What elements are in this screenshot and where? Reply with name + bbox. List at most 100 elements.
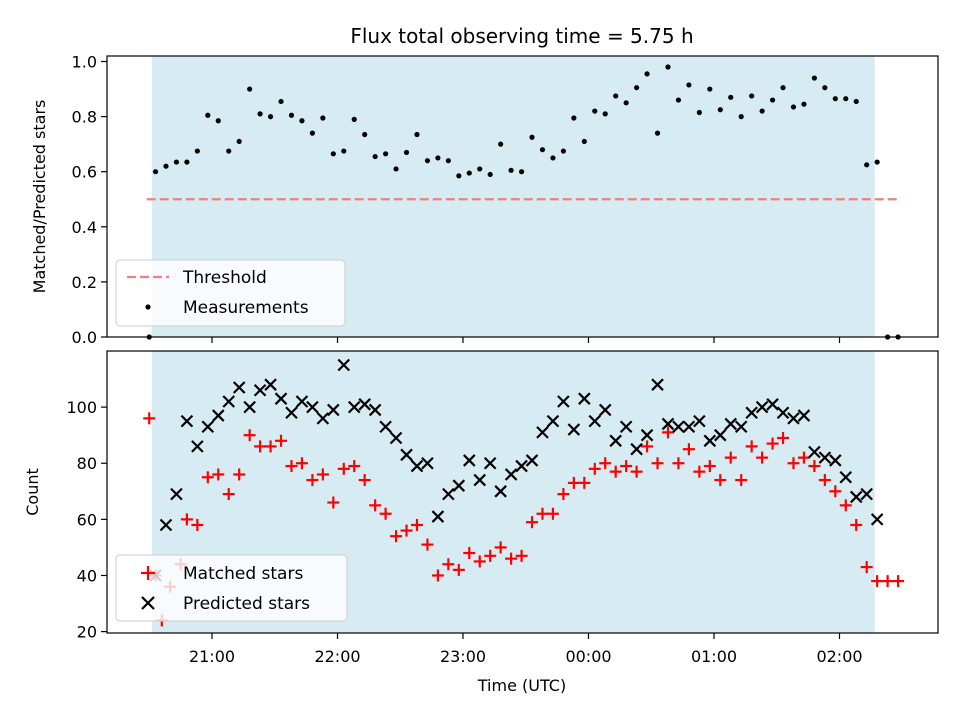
- measurement-point: [759, 108, 765, 114]
- measurement-point: [728, 94, 734, 100]
- predicted-star-point: [431, 510, 445, 523]
- measurement-point: [226, 148, 232, 154]
- predicted-star-point: [734, 420, 748, 434]
- matched-star-point: [452, 563, 465, 576]
- predicted-star-point: [253, 384, 267, 397]
- legend-predicted-label: Predicted stars: [183, 594, 310, 614]
- matched-star-point: [306, 474, 319, 487]
- bottom-y-tick-label: 100: [66, 398, 97, 417]
- predicted-star-point: [452, 479, 466, 492]
- measurement-point: [393, 166, 399, 172]
- predicted-star-point: [410, 459, 424, 473]
- matched-star-point: [693, 465, 706, 478]
- bottom-y-tick-label: 80: [77, 454, 97, 473]
- measurement-point: [435, 155, 441, 161]
- predicted-star-point: [473, 473, 487, 487]
- measurement-point: [654, 130, 661, 136]
- top-panel: 0.0 0.2 0.4 0.6 0.8 1.0 Matched/Predicted sta…: [30, 53, 939, 347]
- matched-star-point: [871, 575, 884, 588]
- top-axes-frame: [106, 55, 939, 338]
- predicted-star-point: [306, 400, 319, 414]
- predicted-star-point: [316, 412, 330, 425]
- matched-star-point: [682, 443, 695, 456]
- measurement-point: [351, 116, 357, 122]
- predicted-star-point: [609, 434, 622, 448]
- measurement-point: [592, 108, 598, 114]
- matched-star-point: [494, 541, 507, 554]
- measurement-point: [173, 159, 180, 165]
- measurement-point: [571, 115, 577, 121]
- top-y-tick-label: 0.4: [72, 218, 97, 237]
- predicted-star-point: [578, 392, 591, 405]
- matched-star-point: [180, 513, 193, 526]
- predicted-star-point: [264, 378, 277, 391]
- measurement-point: [194, 148, 200, 154]
- measurement-point: [383, 151, 389, 157]
- measurement-point: [707, 86, 713, 92]
- top-y-tick-label: 0.8: [72, 108, 97, 127]
- measurement-point: [801, 101, 807, 107]
- measurement-point: [184, 159, 190, 165]
- measurement-point: [372, 153, 378, 160]
- predicted-star-point: [567, 423, 581, 436]
- predicted-star-point: [274, 392, 288, 405]
- matched-star-point: [850, 518, 863, 531]
- predicted-star-point: [494, 485, 507, 498]
- predicted-star-point: [462, 454, 476, 467]
- matched-star-point: [818, 474, 831, 487]
- predicted-star-point: [546, 414, 560, 428]
- predicted-star-point: [860, 487, 873, 501]
- measurement-point: [267, 114, 274, 120]
- bottom-y-tick-label: 40: [77, 566, 97, 585]
- matched-star-point: [777, 431, 790, 444]
- top-legend: Threshold Measurements: [115, 259, 346, 327]
- measurement-point: [790, 104, 797, 110]
- measurement-point: [518, 169, 525, 175]
- predicted-star-point: [483, 456, 497, 470]
- measurement-point: [623, 100, 629, 106]
- predicted-star-point: [442, 487, 455, 501]
- x-tick-label: 22:00: [314, 647, 360, 666]
- top-y-tick-label: 0.2: [72, 273, 97, 292]
- bottom-axes-frame: [106, 350, 939, 634]
- matched-star-point: [536, 507, 549, 520]
- measurement-points: [146, 64, 901, 340]
- matched-star-point: [212, 468, 225, 481]
- predicted-star-point: [379, 420, 392, 434]
- measurement-point: [257, 111, 263, 117]
- measurement-point: [236, 138, 242, 145]
- measurement-point: [686, 82, 692, 88]
- matched-star-point: [526, 516, 539, 529]
- predicted-star-point: [180, 414, 194, 428]
- measurement-point: [456, 173, 462, 179]
- measurement-point: [613, 93, 619, 99]
- predicted-star-point: [640, 428, 654, 442]
- measurement-point: [477, 166, 483, 172]
- matched-star-point: [369, 499, 382, 512]
- predicted-star-point: [515, 459, 528, 473]
- predicted-star-point: [191, 440, 204, 453]
- measurement-point: [498, 141, 504, 147]
- measurement-point: [487, 171, 493, 178]
- matched-star-point: [484, 549, 497, 562]
- matched-star-point: [505, 552, 518, 565]
- matched-star-point: [808, 460, 821, 473]
- predicted-star-point: [870, 513, 884, 526]
- predicted-star-point: [839, 470, 853, 484]
- predicted-star-point: [672, 420, 685, 434]
- measurement-point: [550, 155, 556, 161]
- measurement-point: [581, 138, 587, 145]
- predicted-star-point: [713, 428, 727, 442]
- matched-star-point: [463, 547, 476, 560]
- measurement-point: [529, 134, 535, 140]
- matched-star-point: [143, 412, 156, 425]
- legend-matched-label: Matched stars: [183, 564, 303, 584]
- measurement-point: [163, 163, 169, 169]
- matched-star-point: [588, 462, 601, 475]
- predicted-star-point: [295, 395, 309, 408]
- matched-star-point: [348, 460, 361, 473]
- measurement-point: [152, 169, 159, 175]
- matched-star-point: [829, 485, 842, 498]
- measurement-point: [341, 148, 347, 154]
- measurement-point: [843, 96, 849, 102]
